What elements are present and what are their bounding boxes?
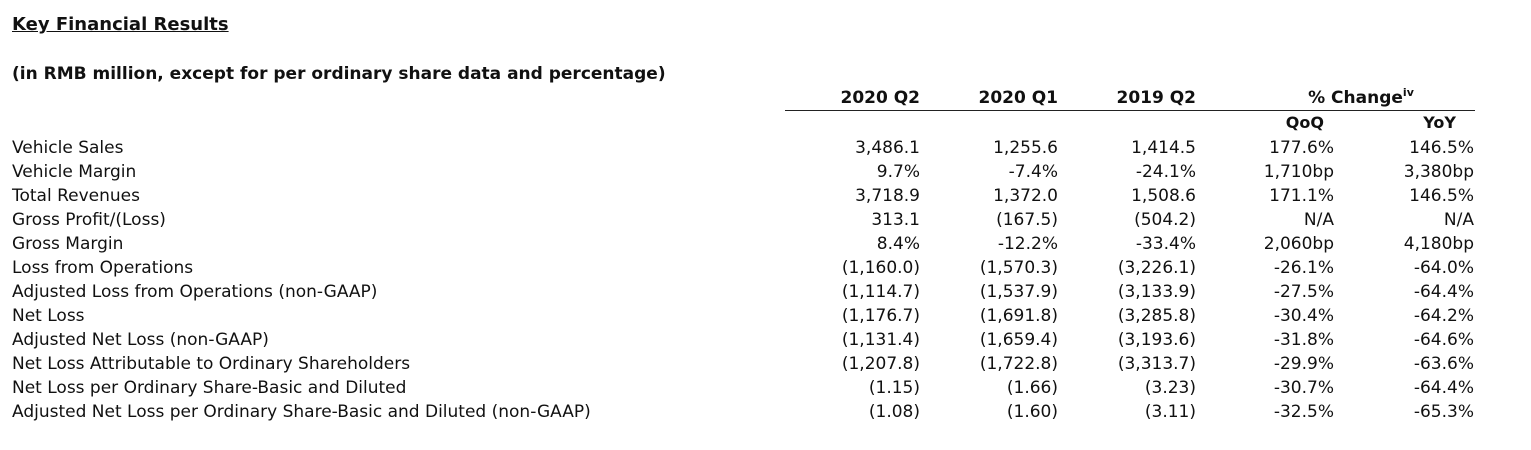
value-2020-q1: (1,570.3)	[979, 258, 1058, 278]
column-header-2019-q2: 2019 Q2	[1116, 88, 1196, 108]
value-2020-q2: 9.7%	[876, 162, 920, 182]
table-row: Vehicle Margin 9.7% -7.4% -24.1% 1,710bp 3,38…	[0, 160, 1531, 184]
value-yoy: 146.5%	[1409, 186, 1474, 206]
value-2019-q2: (3,313.7)	[1117, 354, 1196, 374]
value-2019-q2: (3.11)	[1144, 402, 1196, 422]
value-qoq: 1,710bp	[1263, 162, 1334, 182]
table-row: Adjusted Loss from Operations (non-GAAP)…	[0, 280, 1531, 304]
value-2019-q2: (3,133.9)	[1117, 282, 1196, 302]
value-qoq: -32.5%	[1273, 402, 1334, 422]
value-2020-q1: (1,537.9)	[979, 282, 1058, 302]
page-title: Key Financial Results	[12, 14, 229, 35]
value-yoy: -64.6%	[1413, 330, 1474, 350]
header-rule	[785, 110, 1475, 111]
value-2020-q2: (1.08)	[868, 402, 920, 422]
value-2020-q1: (1,659.4)	[979, 330, 1058, 350]
row-label: Adjusted Net Loss per Ordinary Share-Bas…	[12, 402, 591, 422]
value-2019-q2: 1,508.6	[1131, 186, 1196, 206]
row-label: Gross Profit/(Loss)	[12, 210, 166, 230]
footnote-marker: iv	[1402, 86, 1414, 99]
value-2020-q2: (1,114.7)	[841, 282, 920, 302]
row-label: Total Revenues	[12, 186, 140, 206]
table-row: Total Revenues 3,718.9 1,372.0 1,508.6 171.1…	[0, 184, 1531, 208]
table-row: Vehicle Sales 3,486.1 1,255.6 1,414.5 177.6%…	[0, 136, 1531, 160]
column-header-qoq: QoQ	[1285, 113, 1324, 132]
table-row: Gross Margin 8.4% -12.2% -33.4% 2,060bp 4,180…	[0, 232, 1531, 256]
table-row: Net Loss Attributable to Ordinary Shareh…	[0, 352, 1531, 376]
table-row: Net Loss per Ordinary Share-Basic and Di…	[0, 376, 1531, 400]
value-qoq: -26.1%	[1273, 258, 1334, 278]
value-yoy: -64.4%	[1413, 378, 1474, 398]
value-2020-q2: (1,160.0)	[841, 258, 920, 278]
value-2020-q2: (1,207.8)	[841, 354, 920, 374]
column-header-percent-change: % Changeiv	[1248, 86, 1474, 108]
value-2020-q1: (1.66)	[1006, 378, 1058, 398]
value-2019-q2: (3,285.8)	[1117, 306, 1196, 326]
value-yoy: 146.5%	[1409, 138, 1474, 158]
value-2020-q2: 3,718.9	[855, 186, 920, 206]
value-2020-q1: (1,722.8)	[979, 354, 1058, 374]
row-label: Net Loss per Ordinary Share-Basic and Di…	[12, 378, 407, 398]
table-row: Gross Profit/(Loss) 313.1 (167.5) (504.2) N/…	[0, 208, 1531, 232]
value-2020-q2: 3,486.1	[855, 138, 920, 158]
table-row: Net Loss (1,176.7) (1,691.8) (3,285.8) -30.4…	[0, 304, 1531, 328]
value-2020-q1: -7.4%	[1008, 162, 1058, 182]
column-header-2020-q2: 2020 Q2	[840, 88, 920, 108]
row-label: Net Loss	[12, 306, 85, 326]
value-qoq: -30.7%	[1273, 378, 1334, 398]
value-qoq: -31.8%	[1273, 330, 1334, 350]
value-yoy: -63.6%	[1413, 354, 1474, 374]
value-2020-q1: (1.60)	[1006, 402, 1058, 422]
value-yoy: 4,180bp	[1403, 234, 1474, 254]
value-qoq: 2,060bp	[1263, 234, 1334, 254]
value-2020-q1: 1,372.0	[993, 186, 1058, 206]
value-2020-q1: 1,255.6	[993, 138, 1058, 158]
row-label: Vehicle Margin	[12, 162, 137, 182]
value-qoq: 171.1%	[1269, 186, 1334, 206]
value-2020-q2: (1,131.4)	[841, 330, 920, 350]
row-label: Adjusted Loss from Operations (non-GAAP)	[12, 282, 378, 302]
value-2020-q2: 8.4%	[876, 234, 920, 254]
value-2019-q2: 1,414.5	[1131, 138, 1196, 158]
value-qoq: N/A	[1303, 210, 1334, 230]
percent-change-label: % Change	[1308, 88, 1403, 108]
column-header-2020-q1: 2020 Q1	[978, 88, 1058, 108]
value-yoy: -65.3%	[1413, 402, 1474, 422]
value-2020-q1: (1,691.8)	[979, 306, 1058, 326]
value-qoq: -30.4%	[1273, 306, 1334, 326]
value-2019-q2: (3,226.1)	[1117, 258, 1196, 278]
table-row: Loss from Operations (1,160.0) (1,570.3) (3…	[0, 256, 1531, 280]
financial-results-table: Vehicle Sales 3,486.1 1,255.6 1,414.5 177.6%…	[0, 136, 1531, 424]
row-label: Vehicle Sales	[12, 138, 124, 158]
value-yoy: -64.2%	[1413, 306, 1474, 326]
value-2020-q2: (1,176.7)	[841, 306, 920, 326]
value-2019-q2: (3,193.6)	[1117, 330, 1196, 350]
value-2020-q2: (1.15)	[868, 378, 920, 398]
value-yoy: N/A	[1443, 210, 1474, 230]
value-2020-q2: 313.1	[871, 210, 920, 230]
row-label: Net Loss Attributable to Ordinary Shareh…	[12, 354, 411, 374]
table-row: Adjusted Net Loss per Ordinary Share-Bas…	[0, 400, 1531, 424]
value-2019-q2: -33.4%	[1135, 234, 1196, 254]
value-yoy: -64.0%	[1413, 258, 1474, 278]
column-header-yoy: YoY	[1423, 113, 1456, 132]
value-2019-q2: (3.23)	[1144, 378, 1196, 398]
page-subtitle: (in RMB million, except for per ordinary…	[12, 64, 666, 84]
row-label: Loss from Operations	[12, 258, 194, 278]
row-label: Adjusted Net Loss (non-GAAP)	[12, 330, 269, 350]
value-2019-q2: (504.2)	[1134, 210, 1196, 230]
value-2020-q1: -12.2%	[997, 234, 1058, 254]
value-yoy: -64.4%	[1413, 282, 1474, 302]
value-qoq: 177.6%	[1269, 138, 1334, 158]
value-qoq: -29.9%	[1273, 354, 1334, 374]
value-yoy: 3,380bp	[1403, 162, 1474, 182]
value-2020-q1: (167.5)	[996, 210, 1058, 230]
row-label: Gross Margin	[12, 234, 124, 254]
value-2019-q2: -24.1%	[1135, 162, 1196, 182]
table-row: Adjusted Net Loss (non-GAAP) (1,131.4) (1,…	[0, 328, 1531, 352]
value-qoq: -27.5%	[1273, 282, 1334, 302]
